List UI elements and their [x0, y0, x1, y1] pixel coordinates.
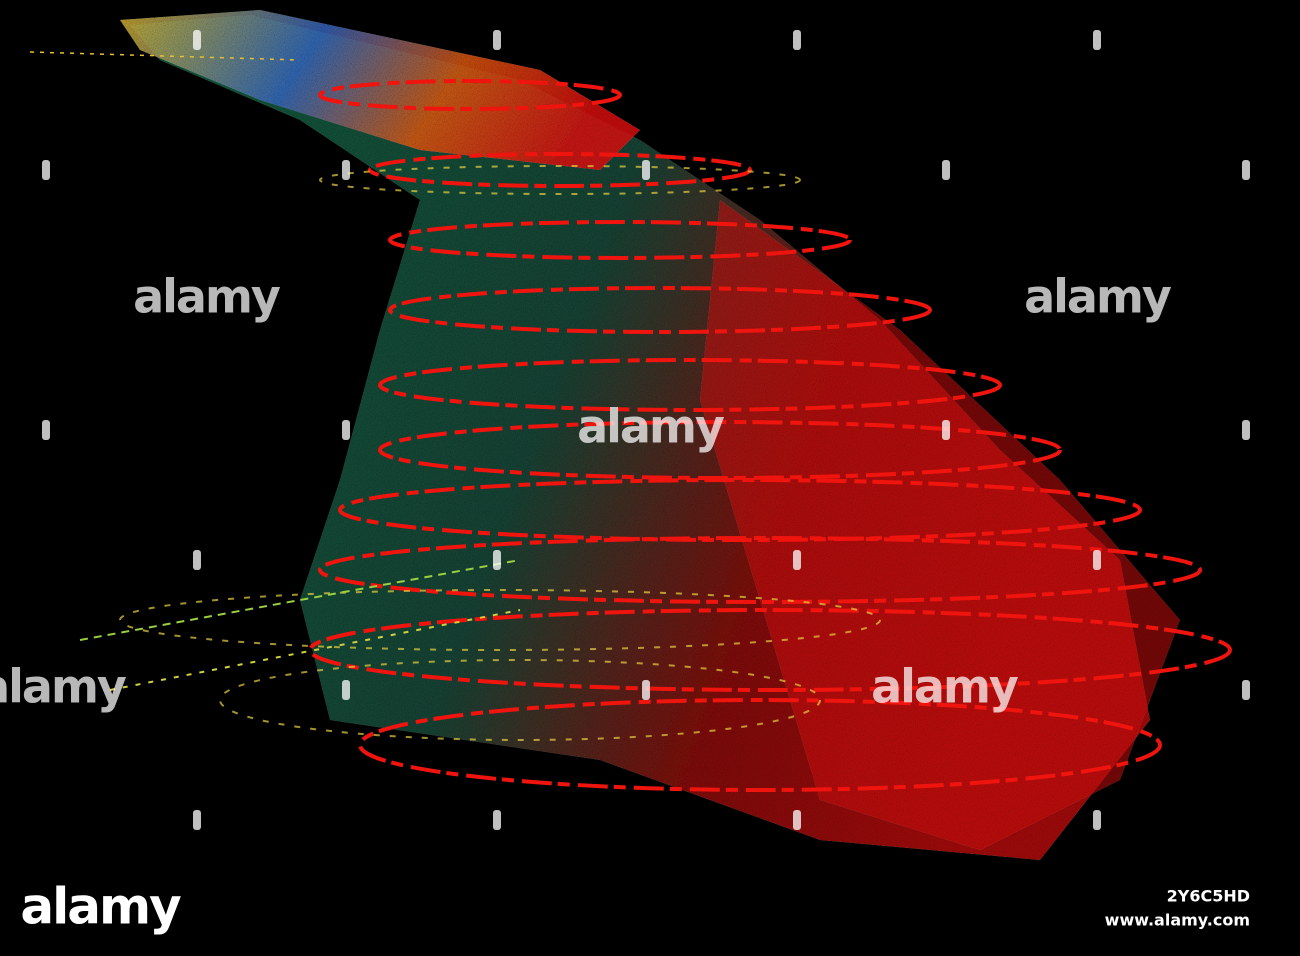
- site-url: www.alamy.com: [1105, 911, 1250, 930]
- watermark: alamy: [133, 270, 281, 324]
- rings: [29, 51, 1232, 792]
- image-id: 2Y6C5HD: [1167, 887, 1250, 906]
- artwork: [29, 10, 1232, 860]
- watermark: alamy: [577, 400, 725, 454]
- watermark: alamy: [1024, 270, 1172, 324]
- watermark: alamy: [871, 660, 1019, 714]
- footer-logo: alamy: [20, 878, 181, 936]
- watermark: alamy: [0, 660, 127, 714]
- watermark-icons: [42, 30, 1250, 830]
- swirl-top: [120, 10, 640, 170]
